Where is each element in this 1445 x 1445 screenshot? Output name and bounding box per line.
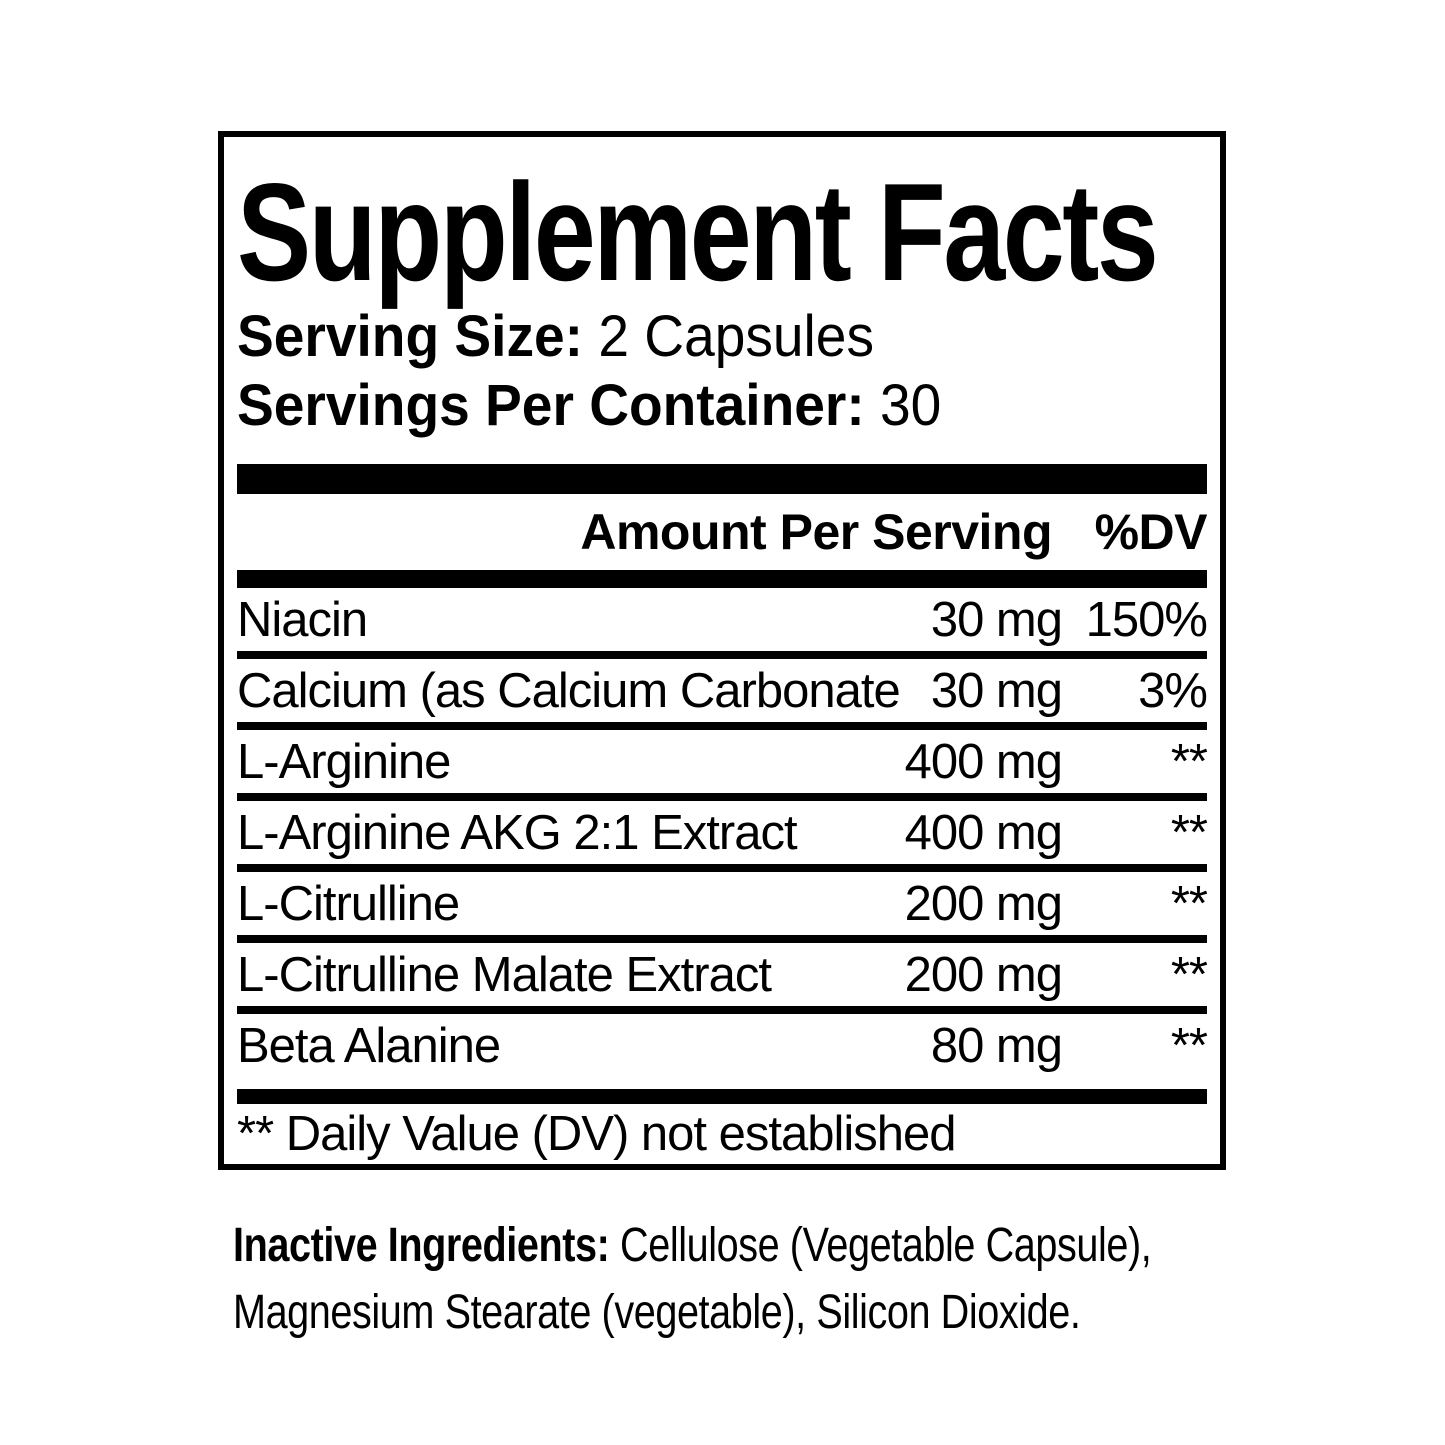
ingredient-name: Niacin xyxy=(237,592,368,647)
row-divider xyxy=(237,722,1207,730)
amount-per-serving-header: Amount Per Serving xyxy=(580,504,1052,560)
row-divider xyxy=(237,864,1207,872)
row-divider xyxy=(237,793,1207,801)
ingredient-dv: ** xyxy=(1170,876,1208,931)
daily-value-footnote: ** Daily Value (DV) not established xyxy=(237,1107,957,1161)
ingredient-amount: 30 mg xyxy=(930,592,1063,647)
servings-per-container-value: 30 xyxy=(880,373,942,438)
serving-size-line: Serving Size: 2 Capsules xyxy=(237,302,1159,371)
table-row: Niacin 30 mg 150% xyxy=(237,588,1208,651)
ingredient-name: Calcium (as Calcium Carbonate xyxy=(237,663,901,718)
panel-title: Supplement Facts xyxy=(237,155,1159,310)
percent-dv-header: %DV xyxy=(1094,504,1208,560)
table-row: Calcium (as Calcium Carbonate 30 mg 3% xyxy=(237,659,1208,722)
ingredient-dv: ** xyxy=(1170,947,1208,1002)
column-header-row: Amount Per Serving %DV xyxy=(237,494,1207,570)
inactive-ingredients-paragraph: Inactive Ingredients: Cellulose (Vegetab… xyxy=(233,1212,1215,1346)
ingredient-dv: ** xyxy=(1170,805,1208,860)
ingredient-name: L-Citrulline xyxy=(237,876,460,931)
ingredient-amount: 400 mg xyxy=(904,734,1063,789)
table-row: L-Citrulline Malate Extract 200 mg ** xyxy=(237,943,1208,1006)
table-row: L-Arginine 400 mg ** xyxy=(237,730,1208,793)
inactive-ingredients-label: Inactive Ingredients: xyxy=(233,1219,621,1272)
ingredient-name: L-Citrulline Malate Extract xyxy=(237,947,772,1002)
separator-bar-bottom xyxy=(237,1089,1207,1104)
ingredient-amount: 80 mg xyxy=(930,1018,1063,1073)
separator-bar-top xyxy=(237,464,1207,494)
serving-size-value: 2 Capsules xyxy=(598,304,874,369)
ingredient-amount: 400 mg xyxy=(904,805,1063,860)
separator-bar-header xyxy=(237,570,1207,588)
row-divider xyxy=(237,1006,1207,1014)
ingredient-amount: 200 mg xyxy=(904,947,1063,1002)
ingredient-dv: 150% xyxy=(1085,592,1208,647)
supplement-facts-panel: Supplement Facts Serving Size: 2 Capsule… xyxy=(218,131,1226,1170)
ingredient-amount: 200 mg xyxy=(904,876,1063,931)
ingredient-dv: 3% xyxy=(1138,663,1208,718)
table-row: Beta Alanine 80 mg ** xyxy=(237,1014,1208,1077)
ingredient-name: Beta Alanine xyxy=(237,1018,501,1073)
row-divider xyxy=(237,935,1207,943)
table-row: L-Citrulline 200 mg ** xyxy=(237,872,1208,935)
inactive-ingredients-line2: Magnesium Stearate (vegetable), Silicon … xyxy=(233,1286,1081,1339)
servings-per-container-label: Servings Per Container: xyxy=(237,373,881,438)
ingredient-amount: 30 mg xyxy=(930,663,1063,718)
inactive-ingredients-line1: Cellulose (Vegetable Capsule), xyxy=(620,1219,1152,1272)
ingredient-dv: ** xyxy=(1170,734,1208,789)
ingredient-dv: ** xyxy=(1170,1018,1208,1073)
table-row: L-Arginine AKG 2:1 Extract 400 mg ** xyxy=(237,801,1208,864)
ingredient-name: L-Arginine AKG 2:1 Extract xyxy=(237,805,798,860)
ingredient-name: L-Arginine xyxy=(237,734,451,789)
row-divider xyxy=(237,651,1207,659)
serving-size-label: Serving Size: xyxy=(237,304,599,369)
servings-per-container-line: Servings Per Container: 30 xyxy=(237,371,1159,440)
